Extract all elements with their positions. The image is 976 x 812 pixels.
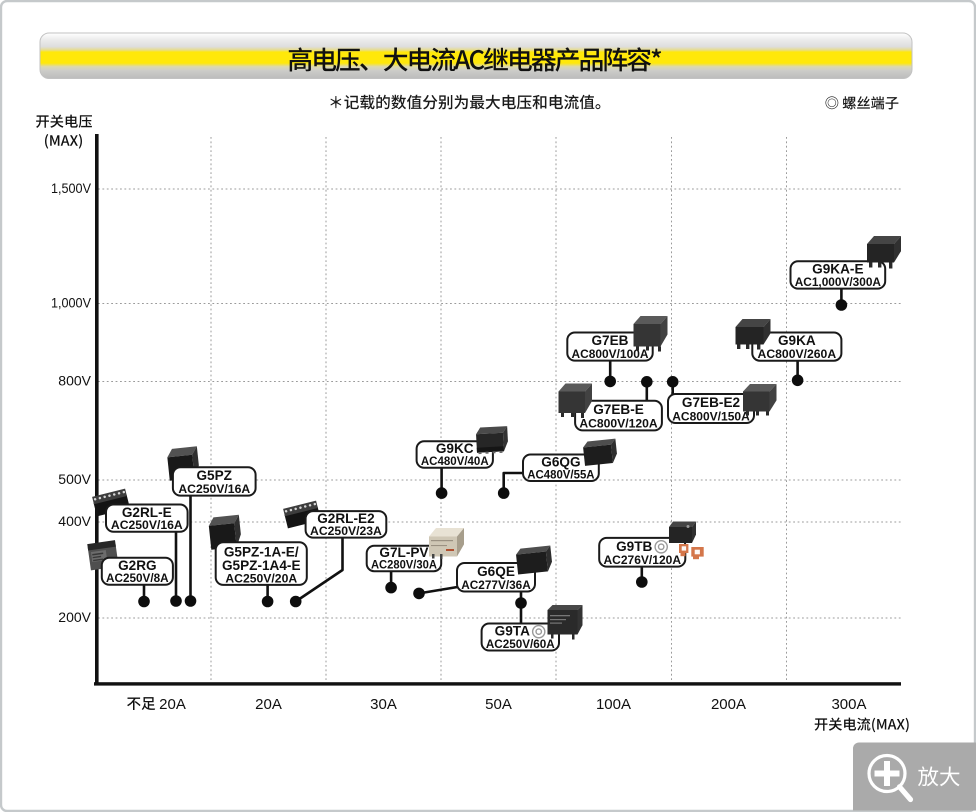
- svg-text:AC800V/260A: AC800V/260A: [758, 347, 837, 361]
- svg-text:G2RL-E2: G2RL-E2: [317, 511, 375, 526]
- svg-text:G7EB-E2: G7EB-E2: [682, 395, 741, 410]
- svg-text:G6QE: G6QE: [477, 564, 515, 579]
- svg-text:G7L-PV: G7L-PV: [379, 545, 428, 560]
- svg-text:AC250V/23A: AC250V/23A: [310, 524, 382, 538]
- svg-text:1,000V: 1,000V: [51, 294, 92, 310]
- svg-text:AC250V/16A: AC250V/16A: [111, 518, 183, 532]
- svg-text:500V: 500V: [58, 471, 91, 487]
- svg-text:30A: 30A: [370, 696, 397, 713]
- svg-text:G9TA: G9TA: [495, 624, 530, 639]
- svg-text:400V: 400V: [58, 513, 91, 529]
- svg-text:AC480V/40A: AC480V/40A: [421, 454, 489, 468]
- svg-text:AC800V/150A: AC800V/150A: [672, 409, 750, 423]
- svg-text:100A: 100A: [596, 696, 631, 713]
- svg-text:AC250V/20A: AC250V/20A: [225, 571, 297, 585]
- svg-text:AC280V/30A: AC280V/30A: [371, 558, 437, 572]
- svg-text:50A: 50A: [485, 696, 512, 713]
- svg-text:AC480V/55A: AC480V/55A: [527, 467, 594, 481]
- svg-text:1,500V: 1,500V: [51, 180, 92, 196]
- svg-text:AC250V/16A: AC250V/16A: [178, 482, 250, 496]
- svg-text:G7EB: G7EB: [591, 333, 628, 348]
- svg-text:300A: 300A: [831, 696, 866, 713]
- svg-text:20A: 20A: [159, 696, 186, 713]
- svg-text:G2RG: G2RG: [118, 558, 157, 573]
- svg-text:G7EB-E: G7EB-E: [593, 402, 644, 417]
- svg-text:200A: 200A: [711, 696, 746, 713]
- svg-text:G6QG: G6QG: [541, 454, 580, 469]
- svg-text:AC276V/120A: AC276V/120A: [603, 553, 681, 567]
- svg-text:AC250V/60A: AC250V/60A: [486, 637, 555, 651]
- svg-text:20A: 20A: [255, 696, 282, 713]
- svg-text:G9KC: G9KC: [436, 441, 474, 456]
- svg-text:AC800V/100A: AC800V/100A: [572, 347, 649, 361]
- svg-text:G5PZ: G5PZ: [196, 468, 232, 483]
- svg-text:G5PZ-1A-E/: G5PZ-1A-E/: [224, 544, 299, 559]
- svg-text:AC800V/120A: AC800V/120A: [579, 417, 657, 431]
- svg-text:AC250V/8A: AC250V/8A: [106, 571, 169, 585]
- svg-text:G9KA: G9KA: [778, 333, 816, 348]
- svg-text:G9KA-E: G9KA-E: [812, 262, 863, 277]
- svg-text:800V: 800V: [58, 372, 91, 388]
- svg-text:200V: 200V: [58, 609, 91, 625]
- svg-text:G5PZ-1A4-E: G5PZ-1A4-E: [222, 558, 301, 573]
- svg-text:G9TB: G9TB: [616, 539, 652, 554]
- svg-text:G2RL-E: G2RL-E: [122, 505, 172, 520]
- svg-text:AC1,000V/300A: AC1,000V/300A: [795, 275, 881, 289]
- svg-text:AC277V/36A: AC277V/36A: [461, 578, 531, 592]
